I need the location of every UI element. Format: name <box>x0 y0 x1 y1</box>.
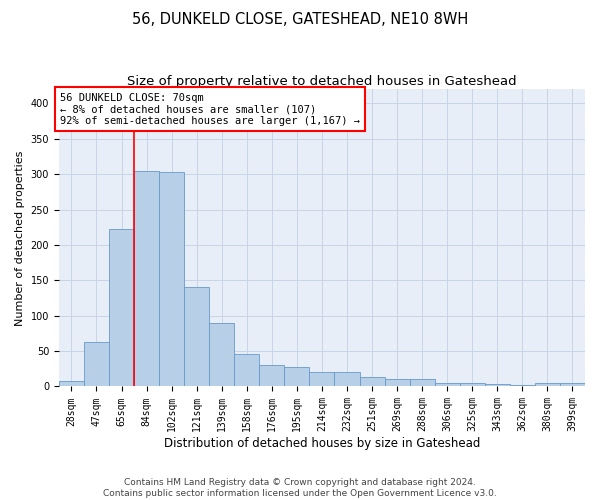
Bar <box>234 354 259 386</box>
Bar <box>359 376 385 386</box>
Title: Size of property relative to detached houses in Gateshead: Size of property relative to detached ho… <box>127 75 517 88</box>
Bar <box>259 365 284 386</box>
Bar <box>59 381 84 386</box>
Text: 56 DUNKELD CLOSE: 70sqm
← 8% of detached houses are smaller (107)
92% of semi-de: 56 DUNKELD CLOSE: 70sqm ← 8% of detached… <box>60 92 360 126</box>
Bar <box>410 380 434 386</box>
Bar <box>184 288 209 386</box>
Bar <box>535 383 560 386</box>
Bar <box>209 323 234 386</box>
Bar <box>284 368 310 386</box>
Bar <box>159 172 184 386</box>
Bar <box>485 384 510 386</box>
Text: 56, DUNKELD CLOSE, GATESHEAD, NE10 8WH: 56, DUNKELD CLOSE, GATESHEAD, NE10 8WH <box>132 12 468 28</box>
Bar <box>334 372 359 386</box>
Bar <box>385 378 410 386</box>
Bar <box>460 383 485 386</box>
Bar <box>434 383 460 386</box>
Bar <box>560 383 585 386</box>
Bar <box>109 230 134 386</box>
Bar <box>84 342 109 386</box>
Y-axis label: Number of detached properties: Number of detached properties <box>15 150 25 326</box>
Bar <box>134 170 159 386</box>
X-axis label: Distribution of detached houses by size in Gateshead: Distribution of detached houses by size … <box>164 437 480 450</box>
Text: Contains HM Land Registry data © Crown copyright and database right 2024.
Contai: Contains HM Land Registry data © Crown c… <box>103 478 497 498</box>
Bar <box>510 385 535 386</box>
Bar <box>310 372 334 386</box>
